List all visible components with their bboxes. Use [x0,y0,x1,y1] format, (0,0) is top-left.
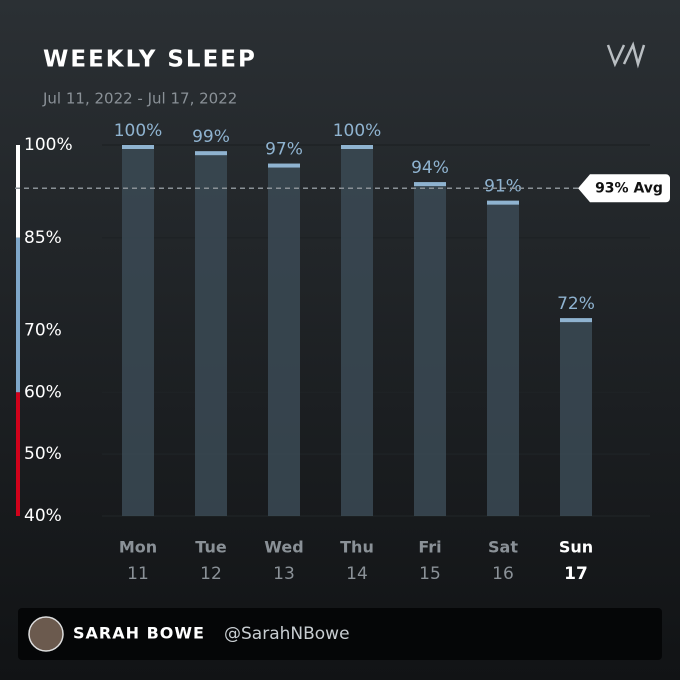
scale-band [16,392,20,516]
y-tick-label: 40% [24,506,62,526]
bar [560,318,592,516]
x-tick-label: Sat [488,538,518,557]
x-date-label: 14 [346,564,368,584]
x-date-label: 12 [200,564,222,584]
y-tick-label: 85% [24,228,62,248]
bar [341,145,373,516]
average-label: 93% Avg [595,180,663,196]
bar [268,163,300,517]
scale-band [16,145,20,238]
chart-subtitle: Jul 11, 2022 - Jul 17, 2022 [42,90,237,108]
bar-cap [487,200,519,205]
x-tick-label: Fri [418,538,441,557]
bar-cap [341,145,373,149]
value-label: 97% [265,140,303,160]
y-tick-label: 100% [24,135,73,155]
x-tick-label: Wed [264,538,303,557]
x-tick-label: Thu [340,538,374,557]
x-date-label: 16 [492,564,514,584]
bar-cap [195,151,227,156]
scale-band [16,237,20,393]
bar-cap [414,182,446,187]
bar [414,182,446,516]
x-date-label: 13 [273,564,295,584]
footer-bar [18,608,662,660]
user-name: SARAH BOWE [73,624,205,643]
value-label: 72% [557,294,595,314]
y-tick-label: 60% [24,382,62,402]
x-date-label: 17 [564,564,588,584]
value-label: 100% [333,121,382,141]
user-handle[interactable]: @SarahNBowe [224,624,350,644]
logo [606,41,646,69]
bar-cap [560,318,592,323]
y-tick-label: 50% [24,444,62,464]
value-label: 94% [411,158,449,178]
average-tag [578,174,670,203]
bar [487,200,519,516]
x-date-label: 11 [127,564,149,584]
x-tick-label: Sun [559,538,593,557]
x-tick-label: Mon [119,538,157,557]
bar [195,151,227,516]
y-tick-label: 70% [24,321,62,341]
value-label: 99% [192,127,230,147]
bar-cap [122,145,154,149]
chart-title: WEEKLY SLEEP [43,47,257,73]
bar-cap [268,163,300,168]
x-date-label: 15 [419,564,441,584]
avatar[interactable] [28,616,64,652]
value-label: 100% [114,121,163,141]
x-tick-label: Tue [195,538,227,557]
value-label: 91% [484,177,522,197]
bar [122,145,154,516]
